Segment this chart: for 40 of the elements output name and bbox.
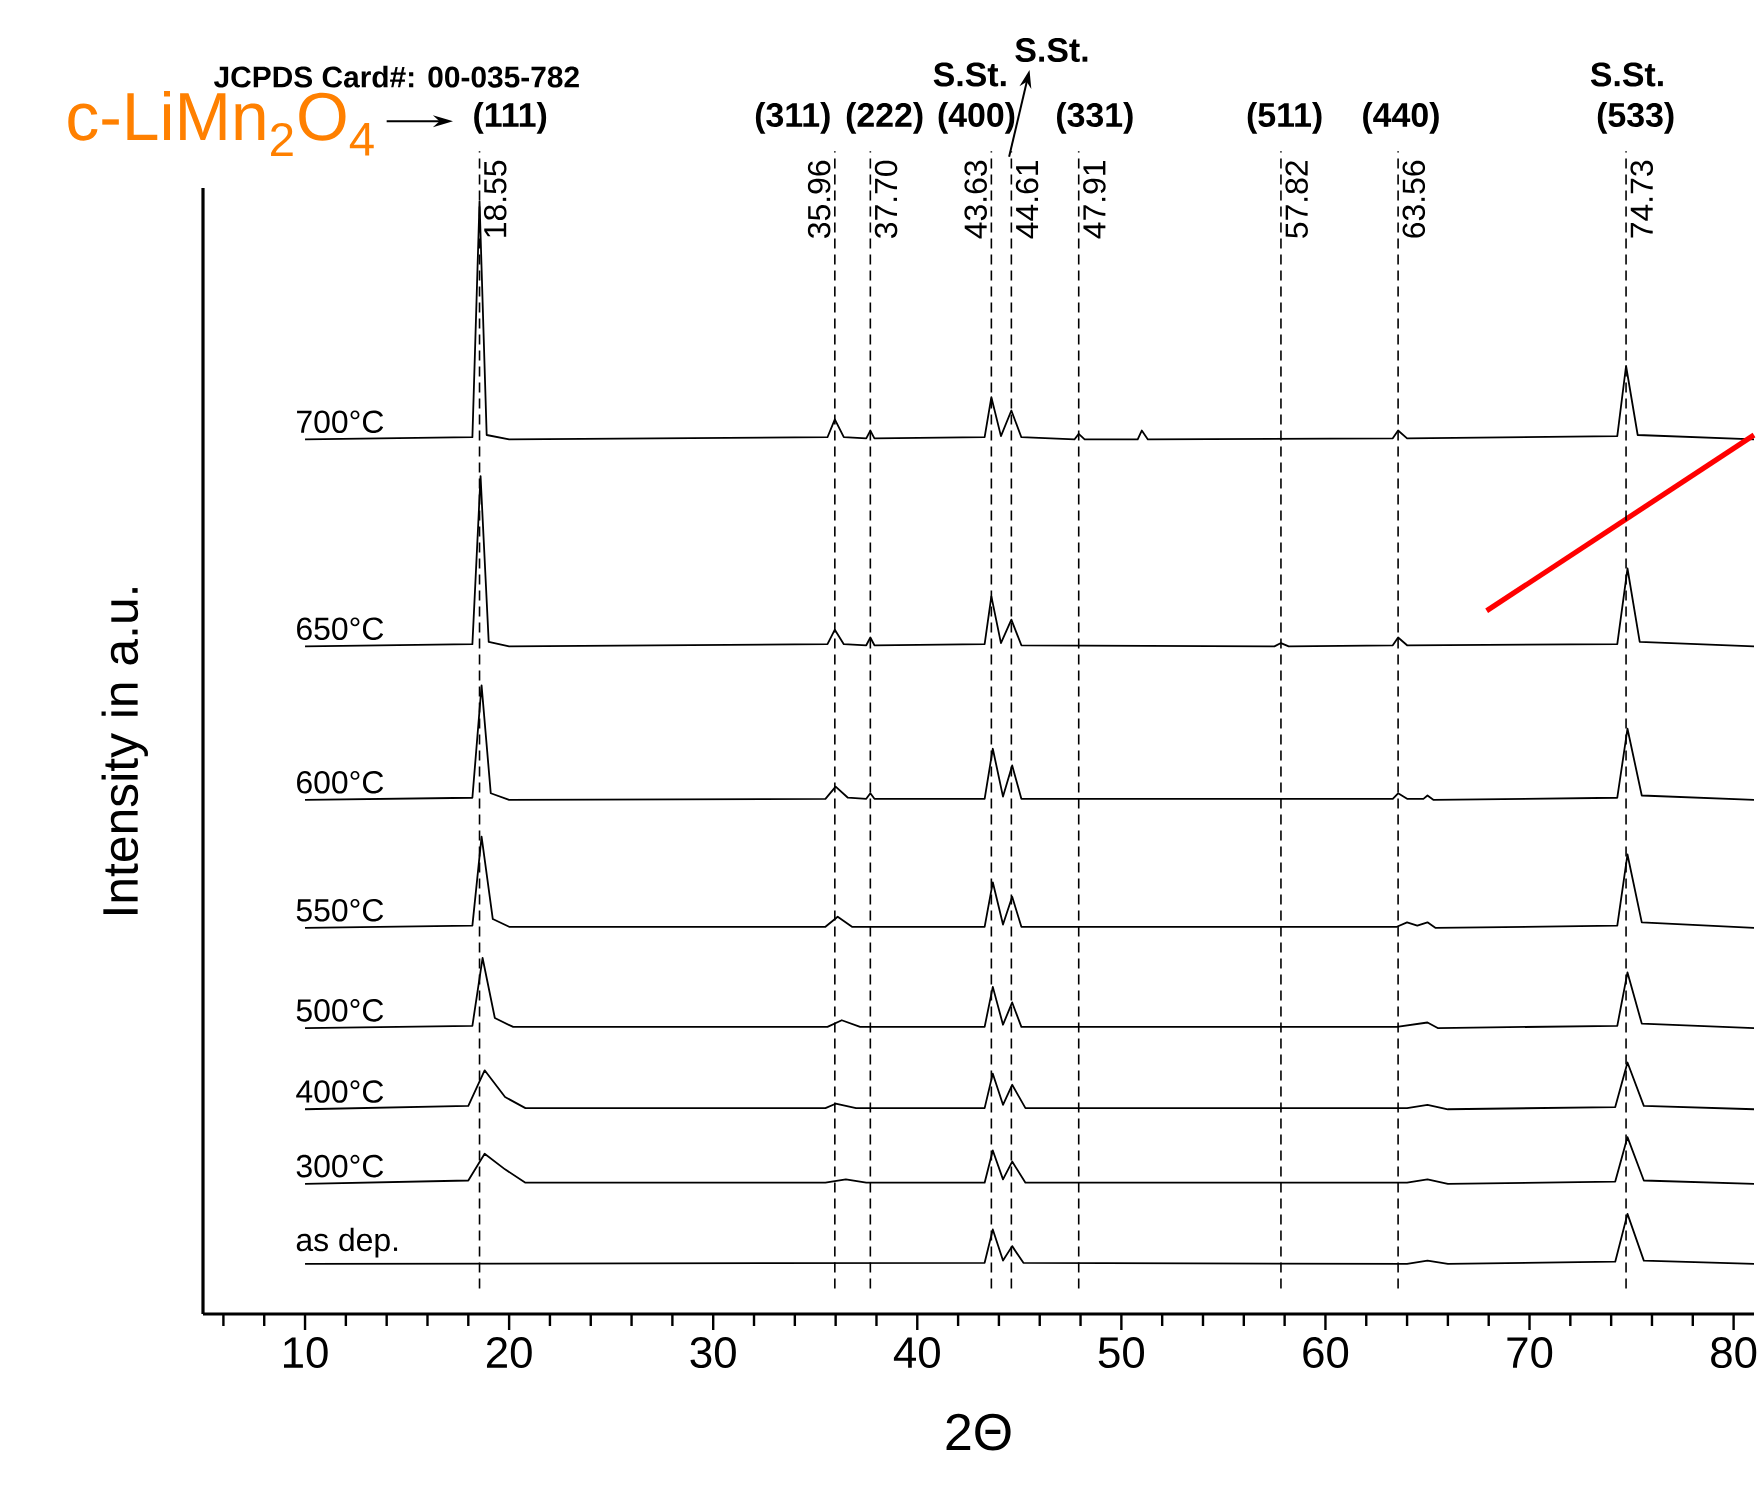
text: S.St. bbox=[1015, 38, 1088, 63]
series-label: 650°C bbox=[297, 617, 384, 640]
ref-line-label: 74.73 bbox=[1630, 160, 1654, 238]
text: (533) bbox=[1597, 102, 1674, 134]
x-tick-label: 30 bbox=[690, 1337, 736, 1369]
ref-line-label: 47.91 bbox=[1083, 161, 1106, 239]
x-tick-label: 70 bbox=[1507, 1337, 1553, 1369]
ref-line-label: 18.55 bbox=[483, 160, 507, 237]
ref-line-label: 35.96 bbox=[807, 160, 831, 238]
ref-line-label: 57.82 bbox=[1285, 161, 1308, 238]
ref-line-label: 43.63 bbox=[964, 160, 987, 239]
x-tick-label: 60 bbox=[1303, 1337, 1349, 1369]
text: (440) bbox=[1363, 102, 1439, 134]
text: (400) bbox=[938, 102, 1015, 134]
series-label: 700°C bbox=[297, 410, 384, 434]
text: S.St. bbox=[1590, 62, 1663, 87]
text: (222) bbox=[846, 102, 923, 134]
series-label: 550°C bbox=[296, 898, 384, 922]
x-tick-label: 80 bbox=[1711, 1337, 1757, 1369]
x-tick-label: 20 bbox=[486, 1337, 532, 1369]
text: (111) bbox=[474, 102, 547, 134]
ref-line-label: 63.56 bbox=[1402, 160, 1426, 238]
y-axis-title: Intensity in a.u. bbox=[101, 588, 148, 914]
series-label: 600°C bbox=[297, 770, 384, 794]
text: c-LiMn$_{2}$O$_{4}$ bbox=[68, 90, 374, 157]
x-tick-label: 10 bbox=[284, 1337, 328, 1369]
text: JCPDS Card#: 00-035-782 bbox=[214, 65, 579, 88]
ref-line-label: 44.61 bbox=[1015, 161, 1039, 239]
text: (311) bbox=[755, 102, 830, 134]
ref-line-label: 37.70 bbox=[874, 160, 898, 238]
text: S.St. bbox=[933, 62, 1006, 87]
series-label: 300°C bbox=[296, 1154, 384, 1178]
series-label: as dep. bbox=[296, 1227, 398, 1258]
text: (511) bbox=[1247, 102, 1322, 134]
x-tick-label: 40 bbox=[893, 1337, 940, 1369]
series-label: 400°C bbox=[296, 1080, 384, 1103]
series-label: 500°C bbox=[296, 999, 384, 1022]
x-tick-label: 50 bbox=[1098, 1337, 1145, 1369]
text: (331) bbox=[1056, 102, 1133, 134]
x-axis-title: 2Θ bbox=[946, 1413, 1011, 1451]
